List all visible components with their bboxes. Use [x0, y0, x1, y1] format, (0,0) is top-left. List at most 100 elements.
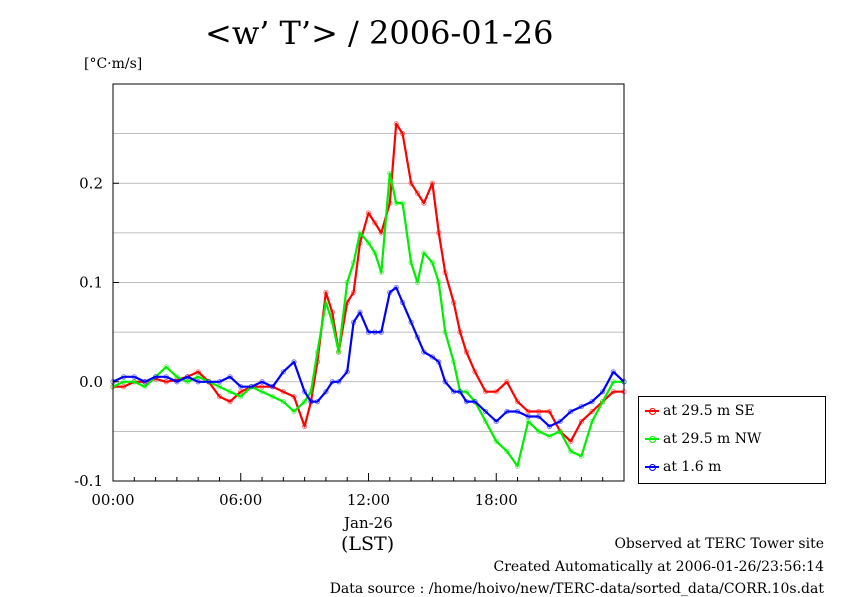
data-point-low [387, 289, 393, 296]
data-point-low [259, 379, 265, 385]
legend-swatch-se [645, 406, 659, 416]
data-point-nw [557, 428, 563, 434]
data-point-se [472, 369, 478, 375]
data-point-se [463, 349, 470, 355]
data-point-low [142, 379, 148, 385]
data-point-nw [323, 299, 329, 305]
series-layer [110, 121, 627, 469]
data-point-se [493, 389, 499, 395]
data-point-low [121, 374, 127, 380]
data-point-nw [610, 379, 616, 385]
data-point-nw [184, 379, 191, 385]
x-axis-date-label: Jan-26 [344, 514, 393, 532]
data-point-low [493, 418, 499, 425]
data-point-nw [493, 438, 499, 444]
data-point-se [414, 190, 421, 196]
data-point-low [442, 379, 448, 385]
data-point-nw [308, 389, 314, 395]
data-point-nw [314, 349, 320, 355]
data-point-se [372, 220, 378, 226]
data-point-low [248, 384, 254, 390]
x-tick-label: 00:00 [91, 491, 134, 509]
data-point-se [121, 384, 127, 390]
data-point-low [184, 374, 191, 380]
data-point-low [600, 389, 606, 395]
data-point-nw [536, 428, 542, 434]
data-point-nw [372, 250, 378, 256]
data-point-low [131, 374, 137, 380]
data-point-nw [336, 349, 342, 355]
data-point-se [442, 269, 448, 276]
data-point-low [451, 389, 457, 395]
data-point-se [589, 408, 595, 415]
data-point-nw [600, 398, 606, 405]
data-point-nw [414, 279, 421, 286]
data-point-low [421, 349, 427, 355]
data-point-nw [546, 433, 553, 439]
data-point-nw [514, 463, 521, 469]
data-point-nw [270, 394, 276, 400]
series-line-low [112, 286, 625, 428]
data-point-nw [483, 418, 489, 425]
data-point-low [291, 359, 297, 365]
data-point-se [393, 121, 399, 127]
data-point-nw [121, 379, 127, 385]
data-point-low [589, 398, 595, 405]
data-point-se [546, 408, 553, 415]
legend-label-nw: at 29.5 m NW [663, 431, 762, 447]
data-point-se [238, 389, 244, 395]
data-point-nw [387, 170, 393, 176]
data-point-low [206, 379, 212, 385]
footer-created-timestamp: Created Automatically at 2006-01-26/23:5… [493, 559, 824, 575]
legend-item-nw: at 29.5 m NW [645, 430, 761, 448]
data-point-low [227, 374, 233, 380]
data-point-se [525, 408, 531, 415]
data-point-nw [589, 418, 595, 425]
data-point-se [399, 131, 406, 137]
data-point-low [436, 359, 442, 365]
data-point-se [302, 423, 308, 430]
data-point-low [195, 379, 201, 385]
data-point-se [536, 408, 542, 415]
legend-swatch-low [645, 462, 659, 472]
data-point-se [578, 418, 585, 425]
data-point-low [350, 319, 357, 325]
data-point-low [504, 408, 510, 415]
data-point-se [451, 299, 457, 305]
data-point-low [414, 334, 421, 340]
data-point-nw [378, 269, 384, 276]
data-point-se [227, 398, 233, 405]
data-point-low [329, 379, 335, 385]
data-point-low [429, 354, 435, 360]
data-point-nw [291, 408, 297, 415]
chart-legend: at 29.5 m SE at 29.5 m NW at 1.6 m [638, 396, 826, 484]
data-point-nw [302, 398, 308, 405]
data-point-low [578, 403, 585, 410]
data-point-low [408, 319, 414, 325]
data-point-nw [216, 384, 223, 390]
y-tick-label: -0.1 [74, 472, 103, 490]
data-point-se [259, 384, 265, 390]
data-point-se [378, 230, 384, 236]
data-point-nw [344, 279, 350, 286]
data-point-nw [436, 279, 442, 286]
data-point-low [152, 374, 159, 380]
data-point-se [504, 379, 510, 385]
data-point-low [463, 398, 470, 405]
data-point-nw [451, 359, 457, 365]
data-point-nw [163, 364, 169, 370]
data-point-low [372, 329, 378, 335]
x-tick-label: 06:00 [219, 491, 262, 509]
data-point-low [525, 413, 531, 420]
legend-item-low: at 1.6 m [645, 458, 721, 476]
axis-ticks: -0.1 0.0 0.1 0.2 00:00 06:00 12:00 18:00 [74, 174, 625, 509]
data-point-low [483, 408, 489, 415]
x-axis-timezone-label: (LST) [341, 533, 395, 555]
data-point-nw [195, 374, 201, 380]
series-line-nw [112, 172, 624, 468]
data-point-nw [142, 384, 148, 390]
data-point-se [483, 389, 489, 395]
data-point-low [536, 413, 542, 420]
series-low [110, 284, 627, 430]
data-point-low [378, 329, 384, 335]
